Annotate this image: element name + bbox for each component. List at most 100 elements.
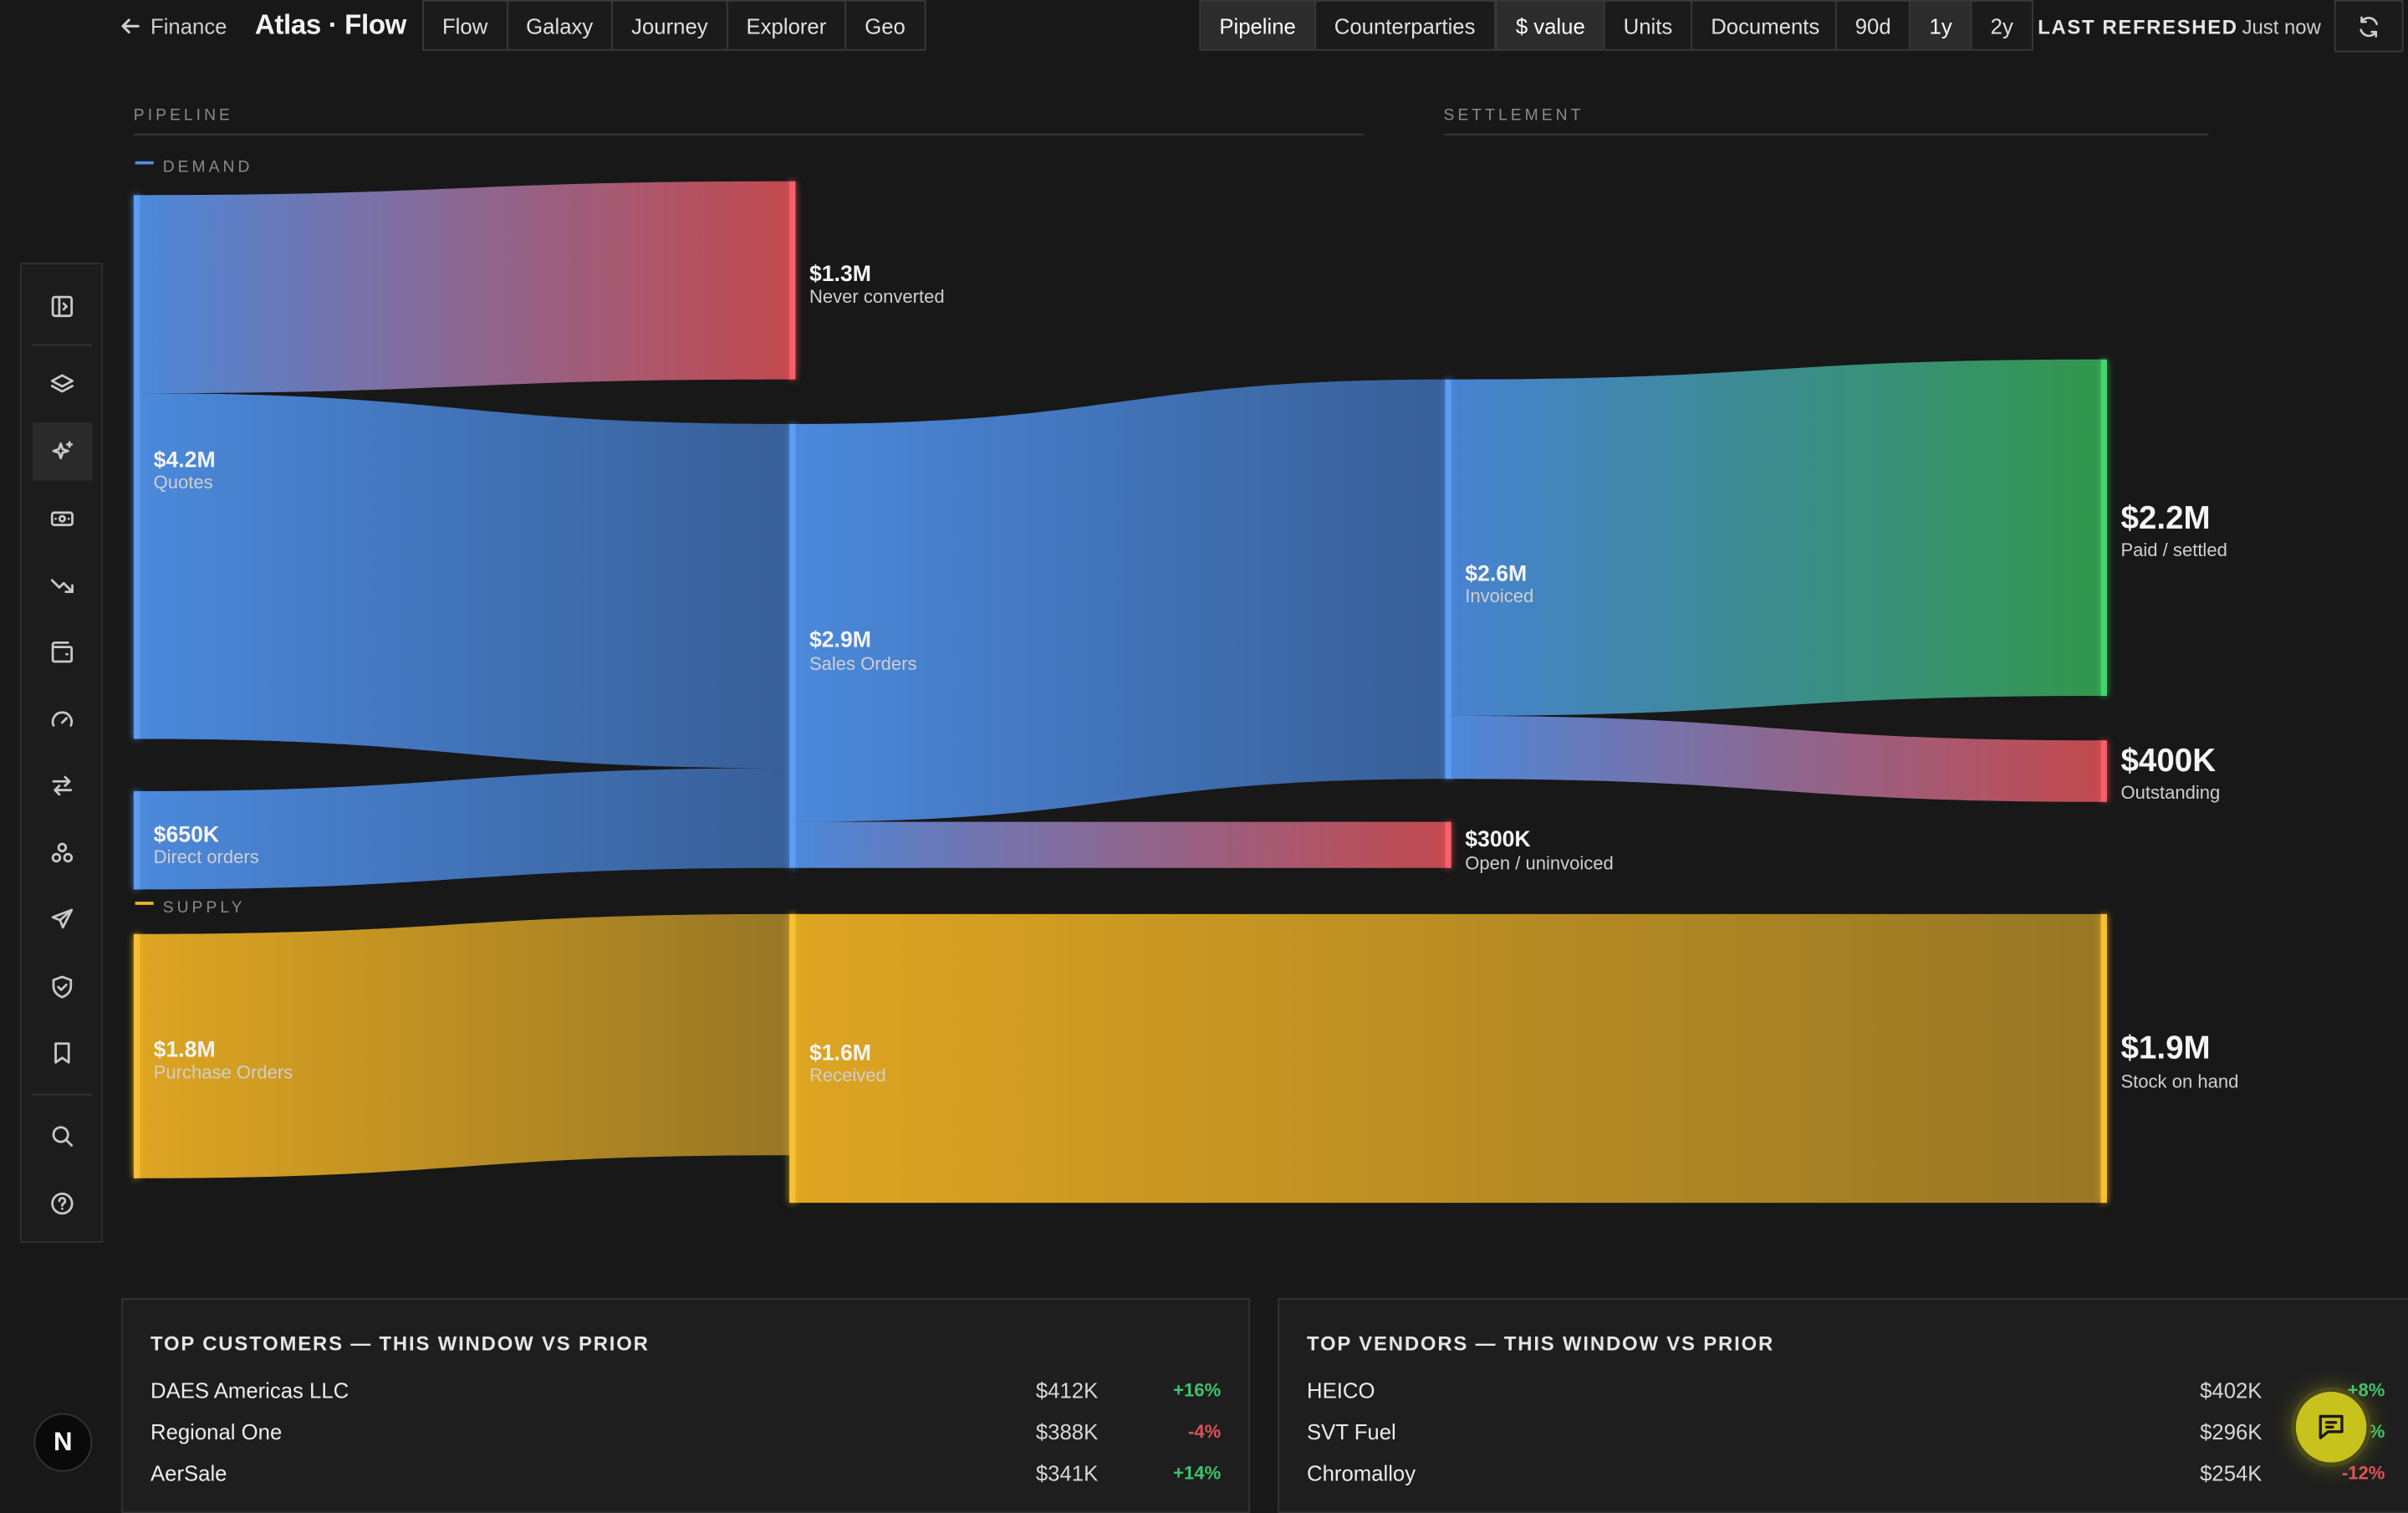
node-value-paid-settled: $2.2M	[2120, 500, 2210, 536]
table-row[interactable]: DAES Americas LLC $412K +16%	[150, 1378, 1221, 1409]
customer-name: Regional One	[150, 1419, 283, 1444]
arrow-left-icon	[121, 18, 140, 34]
table-row[interactable]: Regional One $388K -4%	[150, 1419, 1221, 1450]
link-invoiced-to-outstanding	[1449, 715, 2103, 802]
link-quotes-to-never-converted	[138, 181, 791, 394]
mode-tabs: Pipeline Counterparties	[1199, 0, 1496, 51]
node-label-outstanding: Outstanding	[2120, 782, 2220, 803]
link-direct-orders-to-sales-orders	[138, 768, 791, 890]
top-customers-panel: TOP CUSTOMERS — THIS WINDOW VS PRIOR DAE…	[121, 1298, 1251, 1513]
trending-down-icon[interactable]	[33, 556, 93, 615]
link-sales-orders-to-invoiced	[793, 379, 1447, 822]
node-label-received: Received	[809, 1065, 886, 1086]
tab-units[interactable]: Units	[1605, 1, 1693, 49]
node-bar-never-converted[interactable]	[789, 181, 796, 380]
node-value-stock-on-hand: $1.9M	[2120, 1030, 2210, 1066]
node-bar-invoiced[interactable]	[1445, 379, 1451, 780]
vendor-name: SVT Fuel	[1307, 1419, 1396, 1444]
vendor-name: Chromalloy	[1307, 1460, 1416, 1486]
node-value-never-converted: $1.3M	[809, 261, 871, 286]
node-bar-sales-orders[interactable]	[789, 423, 796, 868]
section-label-demand: DEMAND	[163, 159, 253, 176]
vendor-name: HEICO	[1307, 1378, 1375, 1403]
help-icon[interactable]	[33, 1173, 93, 1232]
node-value-open-uninvoiced: $300K	[1465, 826, 1530, 851]
refresh-button[interactable]	[2334, 0, 2404, 53]
node-bar-direct-orders[interactable]	[133, 790, 140, 890]
tab-1y[interactable]: 1y	[1911, 1, 1972, 49]
tab-90d[interactable]: 90d	[1837, 1, 1911, 49]
customer-amount: $412K	[1035, 1378, 1099, 1403]
node-bar-paid-settled[interactable]	[2100, 359, 2107, 697]
customer-amount: $341K	[1035, 1460, 1099, 1486]
node-label-invoiced: Invoiced	[1465, 585, 1533, 606]
metric-tabs: $ value Units Documents	[1495, 0, 1840, 51]
table-row[interactable]: HEICO $402K +8%	[1307, 1378, 2385, 1409]
vendor-amount: $296K	[2200, 1419, 2263, 1444]
back-label: Finance	[150, 13, 227, 38]
table-row[interactable]: SVT Fuel $296K +1%	[1307, 1419, 2385, 1450]
tab-journey[interactable]: Journey	[613, 1, 728, 49]
tab-counterparties[interactable]: Counterparties	[1334, 13, 1476, 38]
tab-galaxy[interactable]: Galaxy	[508, 1, 614, 49]
range-tabs: 90d 1y 2y	[1834, 0, 2033, 51]
back-link[interactable]: Finance	[120, 13, 227, 40]
tab-value[interactable]: $ value	[1497, 1, 1605, 49]
customer-change: -4%	[1187, 1420, 1222, 1443]
table-row[interactable]: Chromalloy $254K -12%	[1307, 1461, 2385, 1492]
node-bar-open-uninvoiced[interactable]	[1445, 821, 1451, 868]
chat-icon	[2319, 1414, 2344, 1439]
vendor-amount: $254K	[2200, 1460, 2263, 1486]
section-label-supply: SUPPLY	[163, 899, 246, 917]
tab-2y[interactable]: 2y	[1990, 13, 2013, 38]
customer-change: +16%	[1173, 1379, 1222, 1402]
customer-name: DAES Americas LLC	[150, 1378, 349, 1403]
swap-icon[interactable]	[33, 756, 93, 815]
node-label-purchase-orders: Purchase Orders	[154, 1061, 293, 1082]
tab-documents[interactable]: Documents	[1711, 13, 1820, 38]
node-value-invoiced: $2.6M	[1465, 560, 1527, 585]
link-sales-orders-to-open-uninvoiced	[793, 821, 1447, 868]
tab-geo[interactable]: Geo	[865, 13, 906, 38]
node-bar-purchase-orders[interactable]	[133, 933, 140, 1178]
shield-check-icon[interactable]	[33, 957, 93, 1015]
node-bar-quotes[interactable]	[133, 195, 140, 739]
tab-explorer[interactable]: Explorer	[728, 1, 847, 49]
settlement-rule	[1443, 133, 2209, 135]
customer-amount: $388K	[1035, 1419, 1099, 1444]
search-icon[interactable]	[33, 1106, 93, 1164]
icon-rail	[19, 263, 104, 1243]
node-bar-stock-on-hand[interactable]	[2100, 913, 2107, 1204]
bookmark-icon[interactable]	[33, 1023, 93, 1081]
layers-icon[interactable]	[33, 355, 93, 413]
node-value-sales-orders: $2.9M	[809, 626, 871, 652]
network-icon[interactable]	[33, 823, 93, 882]
money-icon[interactable]	[33, 488, 93, 547]
node-label-paid-settled: Paid / settled	[2120, 539, 2227, 560]
sparkles-icon[interactable]	[32, 422, 93, 481]
node-label-open-uninvoiced: Open / uninvoiced	[1465, 853, 1614, 874]
node-label-sales-orders: Sales Orders	[809, 653, 917, 674]
node-bar-outstanding[interactable]	[2100, 740, 2107, 802]
plane-icon[interactable]	[33, 889, 93, 948]
gauge-icon[interactable]	[33, 690, 93, 749]
avatar[interactable]: N	[33, 1413, 93, 1472]
node-label-stock-on-hand: Stock on hand	[2120, 1071, 2238, 1091]
chat-button[interactable]	[2291, 1387, 2371, 1468]
table-row[interactable]: AerSale $341K +14%	[150, 1461, 1221, 1492]
node-label-direct-orders: Direct orders	[154, 846, 259, 867]
node-value-direct-orders: $650K	[154, 822, 219, 847]
wallet-icon[interactable]	[33, 622, 93, 681]
link-quotes-to-sales-orders	[138, 393, 791, 769]
node-bar-received[interactable]	[789, 913, 796, 1204]
node-label-never-converted: Never converted	[809, 286, 945, 307]
customer-change: +14%	[1173, 1462, 1222, 1485]
app-title: Atlas · Flow	[254, 9, 407, 40]
pipeline-rule	[133, 133, 1364, 135]
tab-flow[interactable]: Flow	[424, 1, 508, 49]
sidebar-toggle-icon[interactable]	[33, 277, 93, 335]
tab-pipeline[interactable]: Pipeline	[1201, 1, 1316, 49]
node-label-quotes: Quotes	[154, 472, 213, 493]
refresh-icon	[2360, 15, 2378, 37]
last-refreshed-value: Just now	[2242, 15, 2321, 38]
